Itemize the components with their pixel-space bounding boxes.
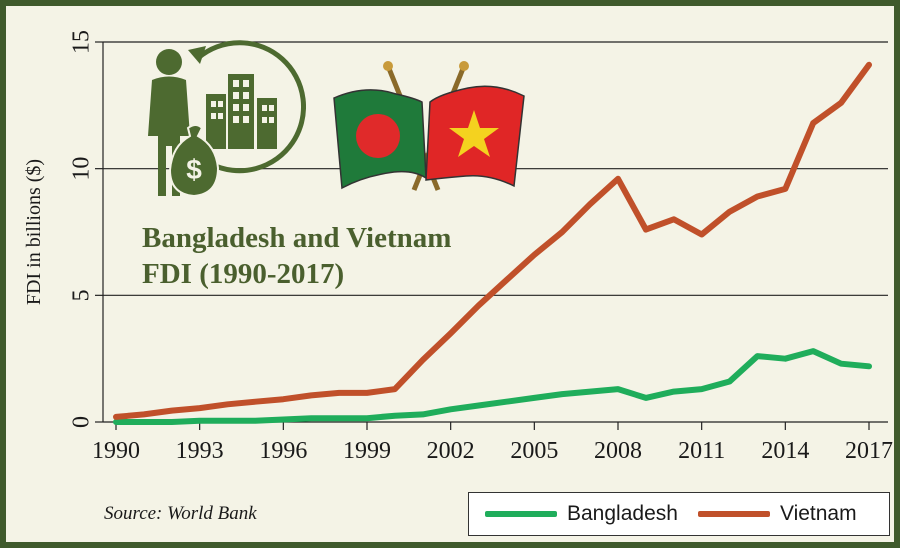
chart-title-line-2: FDI (1990-2017): [142, 258, 345, 290]
x-tick-label-1996: 1996: [259, 438, 307, 464]
x-tick-label-2008: 2008: [594, 438, 642, 464]
chart-title-line-1: Bangladesh and Vietnam: [142, 222, 452, 254]
legend: Bangladesh Vietnam: [468, 492, 890, 536]
fdi-line-chart: 0 5 10 15 1990 1993 1996 1999 2002 2005 2008 2011 2…: [23, 30, 893, 464]
x-tick-label-2014: 2014: [761, 438, 809, 464]
y-tick-label-5: 5: [69, 289, 95, 301]
legend-label-vietnam: Vietnam: [779, 502, 857, 525]
legend-item-vietnam: Vietnam: [697, 502, 857, 526]
legend-label-bangladesh: Bangladesh: [567, 502, 678, 525]
y-tick-label-10: 10: [69, 157, 95, 181]
bangladesh-vietnam-crossed-flags-icon: [333, 61, 525, 191]
y-tick-labels: 0 5 10 15: [69, 30, 103, 428]
x-tick-label-2005: 2005: [510, 438, 558, 464]
x-tick-label-2002: 2002: [427, 438, 475, 464]
x-tick-label-2011: 2011: [678, 438, 725, 464]
legend-item-bangladesh: Bangladesh: [485, 502, 678, 526]
series-lines: [113, 61, 872, 425]
chart-title: Bangladesh and Vietnam FDI (1990-2017): [142, 220, 522, 292]
x-tick-labels: 1990 1993 1996 1999 2002 2005 2008 2011 2014 2017: [92, 422, 893, 464]
legend-swatch-vietnam: [697, 511, 770, 517]
x-tick-label-2017: 2017: [845, 438, 893, 464]
svg-text:$: $: [186, 154, 202, 185]
investor-money-bag-building-icon: $: [148, 40, 306, 198]
y-tick-label-15: 15: [69, 30, 95, 54]
series-line-bangladesh: [113, 348, 872, 425]
series-line-vietnam: [113, 61, 872, 420]
x-tick-label-1999: 1999: [343, 438, 391, 464]
x-tick-label-1993: 1993: [176, 438, 224, 464]
legend-swatch-bangladesh: [485, 511, 557, 517]
source-note: Source: World Bank: [104, 503, 257, 524]
x-tick-label-1990: 1990: [92, 438, 140, 464]
y-tick-label-0: 0: [69, 416, 95, 428]
y-axis-label: FDI in billions ($): [23, 159, 45, 305]
